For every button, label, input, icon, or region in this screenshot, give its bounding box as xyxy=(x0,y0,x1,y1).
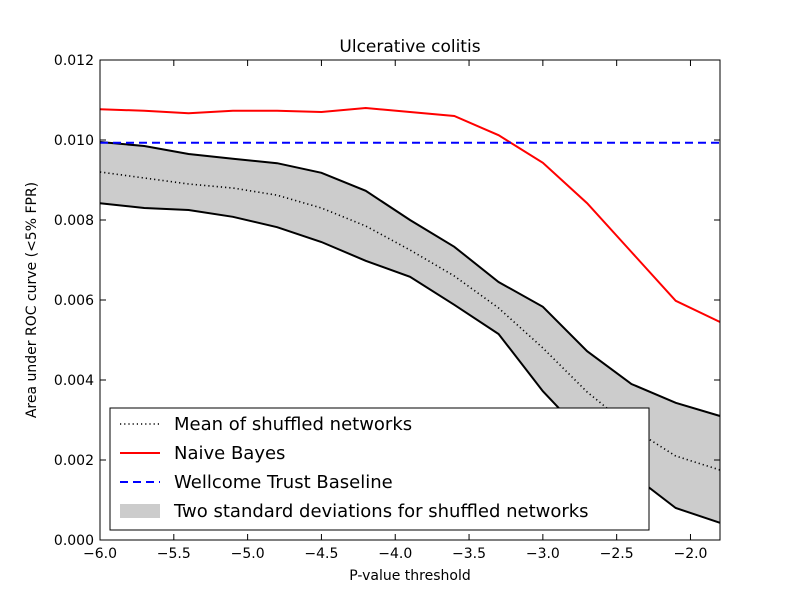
x-axis-label: P-value threshold xyxy=(349,568,470,584)
y-tick-label: 0.012 xyxy=(54,53,94,69)
x-tick-label: −6.0 xyxy=(83,546,117,562)
series-line-1 xyxy=(99,106,721,323)
legend-label-0: Mean of shuffled networks xyxy=(174,414,412,435)
legend-box xyxy=(109,407,650,531)
y-tick-label: 0.008 xyxy=(54,213,94,229)
x-tick-label: −2.0 xyxy=(673,546,707,562)
x-tick-label: −3.0 xyxy=(526,546,560,562)
y-tick-label: 0.000 xyxy=(54,533,94,549)
y-axis-label: Area under ROC curve (<5% FPR) xyxy=(24,182,40,418)
x-tick-label: −4.5 xyxy=(304,546,338,562)
legend-swatch-3 xyxy=(120,504,160,518)
y-tick-label: 0.010 xyxy=(54,133,94,149)
band-upper-line xyxy=(99,141,721,417)
y-tick-label: 0.006 xyxy=(54,293,94,309)
x-tick-label: −2.5 xyxy=(600,546,634,562)
y-tick-label: 0.002 xyxy=(54,453,94,469)
x-axis: −6.0 −5.5 −5.0 −4.5 −4.0 −3.5 −3.0 −2.5 −2.0 xyxy=(83,60,707,562)
x-tick-label: −5.0 xyxy=(231,546,265,562)
legend-label-3: Two standard deviations for shuffled net… xyxy=(173,501,589,522)
y-axis: 0.000 0.002 0.004 0.006 0.008 0.010 0.012 xyxy=(54,53,720,549)
legend-label-1: Naive Bayes xyxy=(174,443,285,464)
x-tick-label: −3.5 xyxy=(452,546,486,562)
legend-label-2: Wellcome Trust Baseline xyxy=(174,472,393,493)
x-tick-label: −5.5 xyxy=(157,546,191,562)
y-tick-label: 0.004 xyxy=(54,373,94,389)
x-tick-label: −4.0 xyxy=(378,546,412,562)
legend: Mean of shuffled networks Naive Bayes Well… xyxy=(109,407,650,531)
band-fill xyxy=(100,142,720,523)
chart-title: Ulcerative colitis xyxy=(339,37,480,57)
